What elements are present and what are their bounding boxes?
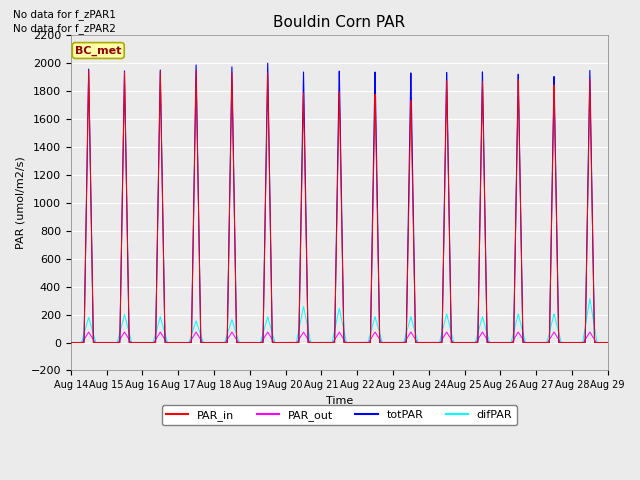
totPAR <box>264 60 271 66</box>
PAR_out <box>604 340 612 346</box>
Title: Bouldin Corn PAR: Bouldin Corn PAR <box>273 15 405 30</box>
PAR_out <box>67 340 75 346</box>
difPAR <box>67 340 75 346</box>
PAR_in <box>604 340 611 346</box>
PAR_out <box>163 340 171 346</box>
Line: totPAR: totPAR <box>71 63 608 343</box>
totPAR <box>319 340 327 346</box>
PAR_out <box>490 340 498 346</box>
PAR_in <box>430 340 438 346</box>
Line: PAR_out: PAR_out <box>71 332 608 343</box>
difPAR <box>490 340 498 346</box>
totPAR <box>604 340 612 346</box>
PAR_out <box>604 340 611 346</box>
totPAR <box>67 340 75 346</box>
PAR_in <box>164 340 172 346</box>
Legend: PAR_in, PAR_out, totPAR, difPAR: PAR_in, PAR_out, totPAR, difPAR <box>162 406 516 425</box>
PAR_out <box>319 340 327 346</box>
totPAR <box>604 340 611 346</box>
difPAR <box>586 296 594 301</box>
PAR_in <box>490 340 498 346</box>
totPAR <box>430 340 438 346</box>
PAR_out <box>586 329 594 335</box>
difPAR <box>604 340 611 346</box>
Line: PAR_in: PAR_in <box>71 71 608 343</box>
Text: BC_met: BC_met <box>75 46 122 56</box>
totPAR <box>163 340 171 346</box>
difPAR <box>460 340 467 346</box>
PAR_in <box>85 68 93 73</box>
X-axis label: Time: Time <box>326 396 353 406</box>
difPAR <box>430 340 438 346</box>
PAR_in <box>460 340 467 346</box>
difPAR <box>604 340 612 346</box>
PAR_in <box>319 340 327 346</box>
totPAR <box>490 340 498 346</box>
PAR_in <box>67 340 75 346</box>
difPAR <box>163 339 171 345</box>
PAR_in <box>604 340 612 346</box>
Text: No data for f_zPAR2: No data for f_zPAR2 <box>13 23 116 34</box>
Y-axis label: PAR (umol/m2/s): PAR (umol/m2/s) <box>15 156 25 249</box>
Line: difPAR: difPAR <box>71 299 608 343</box>
PAR_out <box>460 340 467 346</box>
PAR_out <box>430 340 438 346</box>
difPAR <box>319 340 327 346</box>
totPAR <box>460 340 467 346</box>
Text: No data for f_zPAR1: No data for f_zPAR1 <box>13 9 116 20</box>
